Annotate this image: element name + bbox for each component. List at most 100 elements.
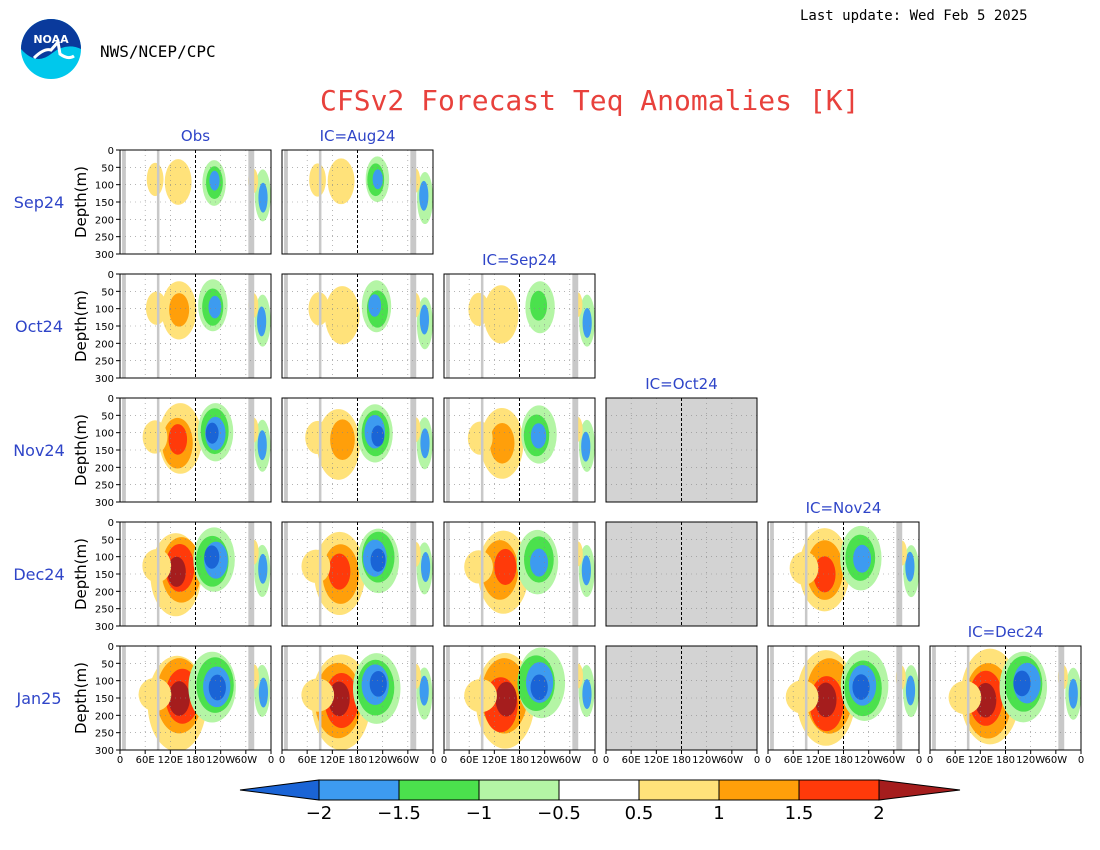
land-mask — [284, 274, 288, 378]
y-tick-label: 150 — [95, 198, 114, 209]
colorbar-tick-label: −2 — [306, 803, 333, 824]
land-mask — [156, 522, 160, 626]
land-mask — [572, 646, 579, 750]
panel — [281, 645, 434, 751]
anomaly-contour — [328, 553, 351, 590]
anomaly-contour — [308, 292, 330, 326]
anomaly-contour — [167, 556, 186, 587]
x-tick-label: 120E — [320, 755, 345, 766]
land-mask — [122, 522, 126, 626]
row-label: Oct24 — [15, 317, 63, 336]
column-label: IC=Oct24 — [645, 375, 718, 393]
y-tick-label: 150 — [95, 322, 114, 333]
x-tick-label: 120W — [854, 755, 883, 766]
noaa-logo: NOAA — [21, 19, 81, 79]
panel-frame — [443, 397, 596, 503]
land-mask — [122, 150, 126, 254]
y-tick-label: 250 — [95, 481, 114, 492]
x-tick-label: 180 — [996, 755, 1015, 766]
y-axis-label: Depth(m) — [72, 662, 90, 734]
x-tick-label: 120E — [482, 755, 507, 766]
anomaly-contour — [468, 292, 490, 327]
anomaly-contour — [305, 420, 331, 455]
panel-frame — [281, 397, 434, 503]
panel-frame — [119, 397, 272, 503]
land-mask — [446, 522, 450, 626]
y-tick-label: 300 — [95, 250, 114, 261]
y-tick-label: 100 — [95, 553, 114, 564]
row-label: Dec24 — [13, 565, 64, 584]
land-mask — [572, 398, 579, 502]
anomaly-contour — [813, 556, 836, 593]
land-mask — [318, 274, 322, 378]
colorbar-bin — [398, 779, 480, 801]
anomaly-contour — [168, 424, 188, 455]
x-tick-label: 120W — [1016, 755, 1045, 766]
anomaly-contour — [581, 431, 591, 462]
x-tick-label: 0 — [592, 755, 598, 766]
colorbar-bin — [798, 779, 880, 801]
x-tick-label: 0 — [754, 755, 760, 766]
y-tick-label: 0 — [108, 518, 114, 529]
land-mask — [248, 150, 255, 254]
x-tick-label: 0 — [441, 755, 447, 766]
panel — [281, 273, 434, 379]
y-axis-label: Depth(m) — [72, 414, 90, 486]
x-tick-label: 120W — [206, 755, 235, 766]
panel — [119, 521, 272, 627]
anomaly-contour — [420, 428, 430, 459]
land-mask — [284, 522, 288, 626]
anomaly-contour — [489, 422, 515, 464]
anomaly-contour — [301, 549, 331, 583]
anomaly-contour — [948, 680, 982, 715]
y-tick-label: 200 — [95, 587, 114, 598]
panel — [443, 273, 596, 379]
x-tick-label: 120W — [692, 755, 721, 766]
y-tick-label: 100 — [95, 305, 114, 316]
y-tick-label: 0 — [108, 394, 114, 405]
panel-frame — [605, 521, 758, 627]
colorbar-tick-label: −1.5 — [377, 803, 421, 824]
anomaly-contour — [785, 680, 819, 714]
anomaly-contour — [582, 679, 592, 710]
panel-frame — [119, 521, 272, 627]
y-tick-label: 300 — [95, 622, 114, 633]
x-tick-label: 180 — [834, 755, 853, 766]
land-mask — [410, 522, 417, 626]
row-label: Jan25 — [15, 689, 61, 708]
panel — [443, 521, 596, 627]
x-tick-label: 60E — [622, 755, 641, 766]
land-mask — [480, 398, 484, 502]
x-tick-label: 60W — [1045, 755, 1068, 766]
anomaly-contour — [258, 182, 268, 213]
panel — [281, 397, 434, 503]
column-label: IC=Dec24 — [968, 623, 1044, 641]
anomaly-contour — [301, 678, 335, 712]
anomaly-contour — [372, 169, 383, 190]
panel-frame — [767, 521, 920, 627]
land-mask — [966, 646, 970, 750]
anomaly-contour — [371, 425, 385, 447]
y-tick-label: 0 — [108, 270, 114, 281]
land-mask — [248, 398, 255, 502]
x-tick-label: 60W — [397, 755, 420, 766]
anomaly-contour — [330, 419, 355, 461]
panel-frame — [281, 521, 434, 627]
anomaly-contour — [1068, 678, 1078, 709]
anomaly-contour — [138, 677, 172, 712]
x-tick-label: 0 — [1078, 755, 1084, 766]
y-axis-label: Depth(m) — [72, 166, 90, 238]
colorbar-bin — [878, 779, 961, 801]
land-mask — [804, 522, 808, 626]
anomaly-contour — [420, 552, 431, 582]
land-mask — [318, 646, 322, 750]
y-axis-label: Depth(m) — [72, 290, 90, 362]
panel — [605, 645, 758, 751]
x-tick-label: 60E — [784, 755, 803, 766]
y-tick-label: 100 — [95, 677, 114, 688]
panel — [605, 521, 758, 627]
x-tick-label: 180 — [510, 755, 529, 766]
colorbar-bin — [638, 779, 720, 801]
anomaly-contour — [208, 674, 226, 701]
